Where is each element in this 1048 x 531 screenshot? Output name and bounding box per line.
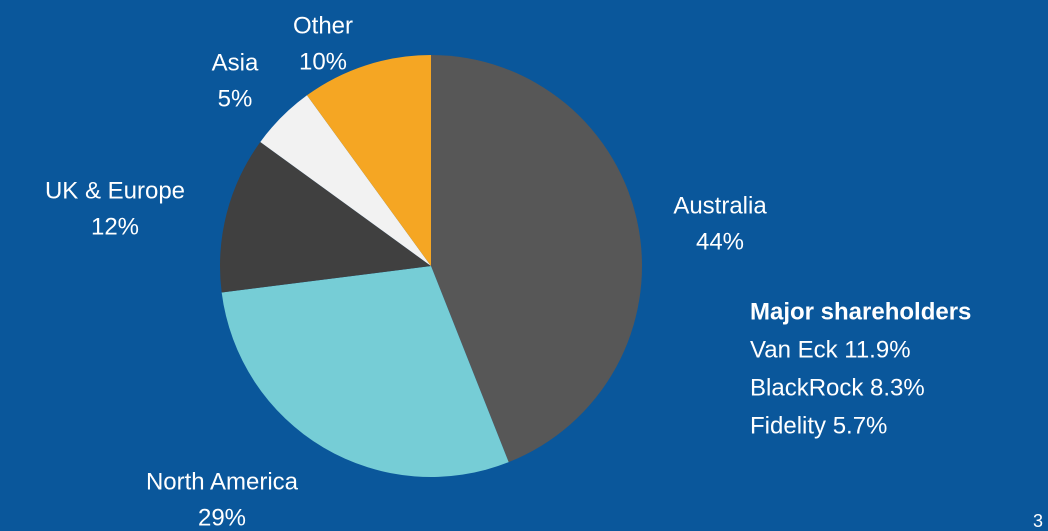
slice-value: 44% xyxy=(696,228,744,255)
pie-slice xyxy=(431,55,643,463)
slice-value: 12% xyxy=(91,213,139,240)
shareholder: Fidelity 5.7% xyxy=(750,412,887,439)
pie-slice xyxy=(306,55,431,266)
slice-label: UK & Europe xyxy=(45,177,185,204)
pie-slice xyxy=(221,266,509,477)
slice-label: Australia xyxy=(673,192,767,219)
shareholder: Van Eck 11.9% xyxy=(750,336,911,363)
slice-value: 10% xyxy=(299,48,347,75)
shareholder: BlackRock 8.3% xyxy=(750,374,925,401)
pie-slice xyxy=(220,141,431,293)
pie-slice xyxy=(260,95,431,266)
shareholders-title: Major shareholders xyxy=(750,298,971,325)
page-number: 3 xyxy=(1033,511,1043,531)
slice-label: North America xyxy=(146,468,299,495)
slice-label: Other xyxy=(293,12,353,39)
slice-value: 29% xyxy=(198,504,246,531)
slice-value: 5% xyxy=(218,85,253,112)
slice-label: Asia xyxy=(212,49,259,76)
